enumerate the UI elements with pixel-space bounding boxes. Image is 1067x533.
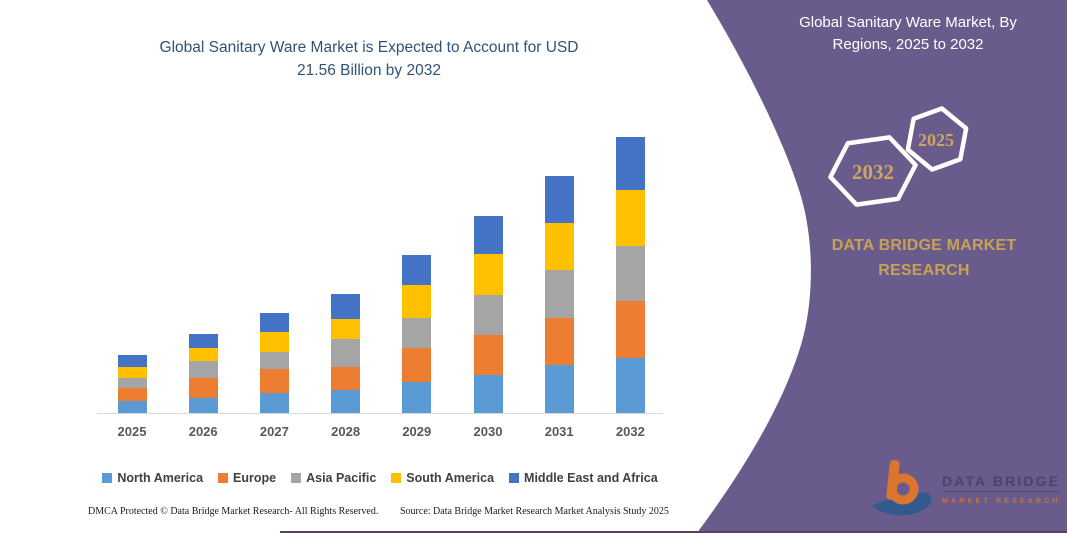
logo-title-text: DATA BRIDGE — [942, 473, 1060, 489]
bar-segment-north-america — [615, 358, 645, 413]
bar-segment-north-america — [117, 401, 147, 413]
bar-column-2026 — [188, 333, 218, 413]
bar-segment-south-america — [615, 189, 645, 247]
x-axis-label-2027: 2027 — [259, 424, 289, 439]
panel-title-line2: Regions, 2025 to 2032 — [832, 36, 984, 53]
chart-title-line2: 21.56 Billion by 2032 — [297, 62, 441, 79]
brand-line1: DATA BRIDGE MARKET — [831, 237, 1017, 254]
legend-swatch-asia-pacific — [291, 473, 302, 483]
bar-segment-asia-pacific — [402, 318, 432, 349]
x-axis-label-2029: 2029 — [402, 424, 432, 439]
bar-segment-north-america — [544, 365, 574, 413]
x-axis-label-2032: 2032 — [615, 424, 645, 439]
x-axis-label-2026: 2026 — [188, 424, 218, 439]
bar-segment-middle-east-and-africa — [473, 215, 503, 254]
x-axis-label-2025: 2025 — [117, 424, 147, 439]
x-axis-label-2030: 2030 — [473, 424, 503, 439]
bar-segment-south-america — [188, 348, 218, 362]
bar-segment-south-america — [259, 331, 289, 352]
hexagon-2025: 2025 — [905, 106, 969, 172]
dbmr-logo: DATA BRIDGE MARKET RESEARCH — [872, 459, 1060, 516]
bar-segment-south-america — [473, 253, 503, 295]
legend-label: Asia Pacific — [306, 471, 377, 485]
bar-segment-europe — [544, 318, 574, 366]
bar-column-2029 — [402, 255, 432, 413]
legend: North America Europe Asia Pacific South Ame… — [60, 471, 700, 485]
bar-segment-middle-east-and-africa — [188, 333, 218, 349]
logo-b-icon — [886, 459, 919, 505]
x-axis-line — [97, 413, 663, 414]
legend-swatch-north-america — [102, 473, 113, 483]
hexagon-2032: 2032 — [828, 135, 918, 207]
bar-segment-south-america — [331, 318, 361, 339]
bar-segment-north-america — [473, 374, 503, 413]
bar-column-2031 — [544, 175, 574, 413]
legend-swatch-europe — [218, 473, 229, 483]
bar-segment-europe — [331, 366, 361, 390]
chart-title-line1: Global Sanitary Ware Market is Expected … — [159, 39, 579, 56]
logo-divider — [942, 491, 1060, 492]
legend-label: North America — [117, 471, 204, 485]
legend-item-asia-pacific: Asia Pacific — [291, 471, 376, 485]
legend-swatch-south-america — [391, 473, 402, 483]
bar-segment-north-america — [259, 393, 289, 413]
bar-segment-south-america — [544, 223, 574, 270]
legend-item-north-america: North America — [102, 471, 203, 485]
bar-segment-north-america — [331, 389, 361, 413]
legend-label: Europe — [233, 471, 277, 485]
plot-area: 2025 2026 2027 2028 2029 2030 2031 2032 — [117, 136, 645, 439]
bar-segment-europe — [615, 301, 645, 358]
brand-line2: RESEARCH — [878, 262, 970, 279]
footer-source-text: Source: Data Bridge Market Research Mark… — [400, 506, 669, 517]
bar-segment-middle-east-and-africa — [544, 175, 574, 224]
legend-item-europe: Europe — [218, 471, 276, 485]
bar-column-2027 — [259, 313, 289, 413]
bar-segment-europe — [188, 378, 218, 398]
bar-segment-asia-pacific — [259, 351, 289, 369]
bar-segment-europe — [117, 388, 147, 402]
logo-subtitle-text: MARKET RESEARCH — [942, 498, 1060, 505]
hexagon-2025-label: 2025 — [918, 130, 954, 150]
legend-item-south-america: South America — [391, 471, 494, 485]
legend-swatch-middle-east-and-africa — [509, 473, 520, 483]
bar-segment-asia-pacific — [331, 338, 361, 367]
bar-column-2028 — [331, 293, 361, 413]
legend-item-middle-east-and-africa: Middle East and Africa — [509, 471, 658, 485]
legend-label: South America — [406, 471, 495, 485]
hexagon-2032-label: 2032 — [852, 160, 894, 184]
bar-segment-asia-pacific — [544, 269, 574, 319]
bar-segment-europe — [473, 335, 503, 375]
bottom-accent-line — [280, 531, 1067, 533]
footer-copyright-text: DMCA Protected © Data Bridge Market Rese… — [88, 506, 379, 517]
bar-segment-middle-east-and-africa — [117, 354, 147, 368]
bar-segment-asia-pacific — [615, 246, 645, 302]
bar-segment-north-america — [402, 382, 432, 413]
bar-segment-south-america — [402, 284, 432, 319]
bar-segment-europe — [259, 368, 289, 393]
x-axis-label-2028: 2028 — [331, 424, 361, 439]
bar-segment-middle-east-and-africa — [402, 255, 432, 285]
bar-segment-middle-east-and-africa — [615, 136, 645, 190]
brand-wordmark: DATA BRIDGE MARKET RESEARCH — [788, 233, 1060, 283]
bar-segment-asia-pacific — [473, 294, 503, 336]
bar-segment-asia-pacific — [117, 378, 147, 389]
bar-segment-europe — [402, 348, 432, 383]
panel-title-line1: Global Sanitary Ware Market, By — [799, 14, 1017, 31]
bar-segment-south-america — [117, 367, 147, 379]
side-panel-shape — [697, 0, 1067, 533]
panel-title: Global Sanitary Ware Market, By Regions,… — [758, 12, 1058, 56]
chart-title: Global Sanitary Ware Market is Expected … — [95, 36, 643, 82]
bar-column-2025 — [117, 354, 147, 413]
bar-segment-north-america — [188, 398, 218, 413]
bar-segment-middle-east-and-africa — [259, 313, 289, 332]
legend-label: Middle East and Africa — [524, 471, 658, 485]
bar-segment-middle-east-and-africa — [331, 293, 361, 319]
bar-column-2032 — [615, 136, 645, 413]
bar-segment-asia-pacific — [188, 361, 218, 378]
bar-column-2030 — [473, 215, 503, 413]
x-axis-label-2031: 2031 — [544, 424, 574, 439]
